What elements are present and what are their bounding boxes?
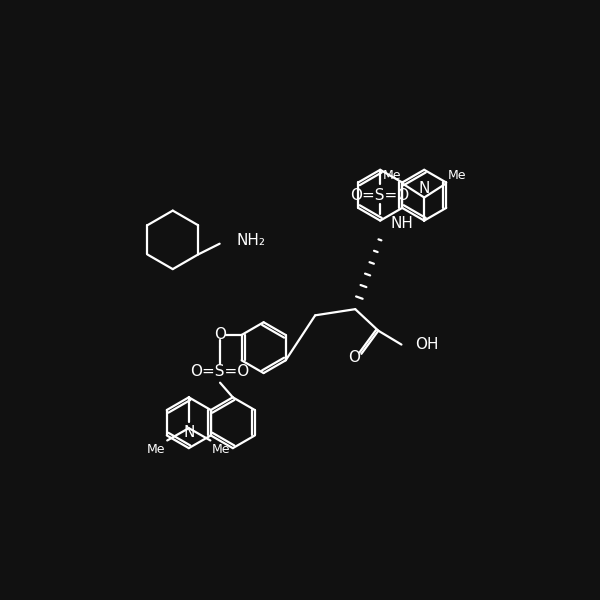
Text: Me: Me (448, 169, 466, 182)
Text: OH: OH (415, 337, 439, 352)
Text: Me: Me (383, 169, 401, 182)
Text: NH₂: NH₂ (236, 233, 266, 248)
Text: Me: Me (212, 443, 230, 456)
Text: Me: Me (147, 443, 166, 456)
Text: O: O (214, 328, 226, 343)
Text: NH: NH (391, 216, 414, 231)
Text: O=S=O: O=S=O (350, 188, 410, 203)
Text: O: O (348, 350, 360, 365)
Text: N: N (419, 181, 430, 196)
Text: N: N (183, 425, 194, 440)
Text: O=S=O: O=S=O (190, 364, 250, 379)
